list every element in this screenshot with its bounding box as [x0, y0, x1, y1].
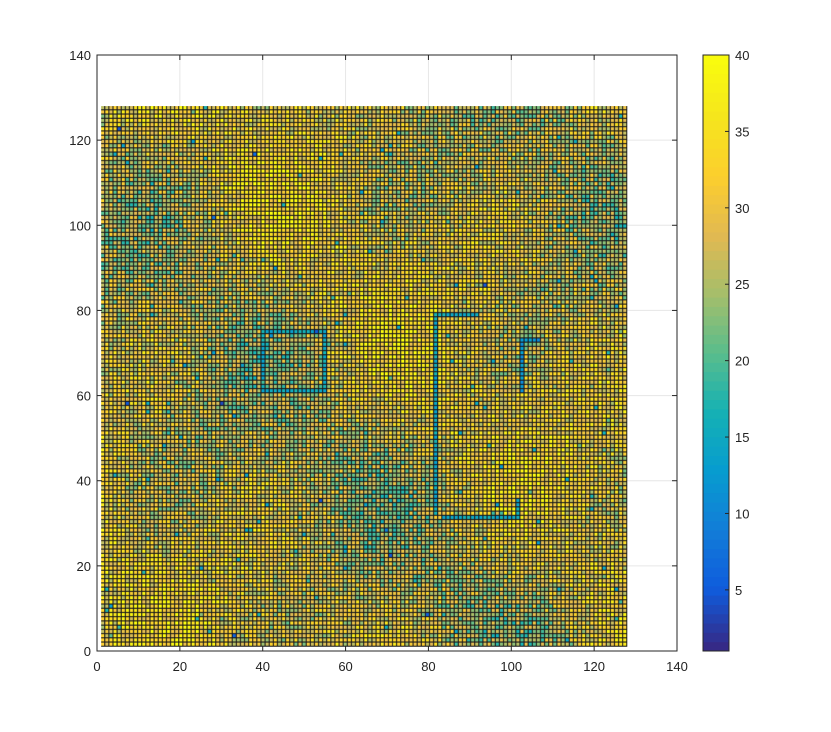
colorbar-segment	[703, 604, 729, 615]
colorbar-segment	[703, 325, 729, 335]
colorbar-segment	[703, 474, 729, 484]
x-tick-label: 0	[93, 659, 100, 674]
colorbar-segment	[703, 343, 729, 354]
colorbar-tick-label: 5	[735, 583, 742, 598]
colorbar-segment	[703, 259, 729, 270]
colorbar-tick-label: 15	[735, 430, 749, 445]
colorbar-segment	[703, 539, 729, 550]
colorbar-segment	[703, 241, 729, 252]
colorbar-segment	[703, 120, 729, 130]
y-tick-label: 0	[84, 644, 91, 659]
y-tick-label: 100	[69, 218, 91, 233]
colorbar-segment	[703, 287, 729, 298]
colorbar-segment	[703, 148, 729, 158]
colorbar-tick-label: 10	[735, 506, 749, 521]
colorbar-tick-label: 30	[735, 201, 749, 216]
colorbar-segment	[703, 334, 729, 345]
x-tick-label: 100	[500, 659, 522, 674]
y-tick-label: 80	[77, 303, 91, 318]
colorbar-tick-label: 20	[735, 354, 749, 369]
colorbar-segment	[703, 138, 729, 149]
colorbar-segment	[703, 390, 729, 401]
x-tick-label: 80	[421, 659, 435, 674]
colorbar-ticks: 5 10 15 20 25 30 35 40	[725, 48, 749, 598]
colorbar-segment	[703, 520, 729, 531]
x-tick-label: 140	[666, 659, 688, 674]
colorbar-segment	[703, 297, 729, 307]
colorbar-segment	[703, 157, 729, 168]
colorbar-segment	[703, 353, 729, 363]
x-axis-ticks: 0 20 40 60 80 100 120 140	[93, 55, 688, 674]
colorbar-segment	[703, 371, 729, 382]
y-tick-label: 60	[77, 389, 91, 404]
colorbar-segment	[703, 623, 729, 633]
colorbar-segment	[703, 176, 729, 186]
colorbar-segment	[703, 641, 729, 652]
colorbar-segment	[703, 399, 729, 410]
colorbar-segment	[703, 446, 729, 456]
colorbar-segment	[703, 380, 729, 391]
colorbar-segment	[703, 194, 729, 205]
colorbar-segment	[703, 418, 729, 428]
colorbar-segment	[703, 492, 729, 503]
colorbar-segment	[703, 502, 729, 512]
colorbar-segment	[703, 613, 729, 624]
colorbar-segment	[703, 427, 729, 438]
y-tick-label: 120	[69, 133, 91, 148]
x-tick-label: 40	[255, 659, 269, 674]
colorbar-tick-label: 25	[735, 277, 749, 292]
colorbar-segment	[703, 231, 729, 242]
colorbar-segment	[703, 55, 729, 65]
y-tick-label: 20	[77, 559, 91, 574]
colorbar-segment	[703, 576, 729, 587]
colorbar-segment	[703, 185, 729, 196]
colorbar-segment	[703, 73, 729, 84]
colorbar-segment	[703, 483, 729, 494]
colorbar-segment	[703, 213, 729, 224]
colorbar-segment	[703, 269, 729, 279]
colorbar-segment	[703, 557, 729, 568]
y-tick-label: 40	[77, 474, 91, 489]
colorbar-tick-label: 40	[735, 48, 749, 63]
colorbar-segment	[703, 455, 729, 466]
colorbar-segment	[703, 204, 729, 214]
y-axis-ticks: 0 20 40 60 80 100 120 140	[69, 48, 677, 659]
colorbar-segment	[703, 222, 729, 233]
heatmap-image	[101, 106, 628, 647]
axes-box	[96, 54, 678, 652]
colorbar-segment	[703, 529, 729, 540]
colorbar-segment	[703, 585, 729, 596]
colorbar-segment	[703, 511, 729, 522]
x-tick-label: 60	[338, 659, 352, 674]
colorbar-segment	[703, 166, 729, 177]
colorbar-tick-label: 35	[735, 124, 749, 139]
colorbar-segment	[703, 315, 729, 326]
x-tick-label: 20	[173, 659, 187, 674]
colorbar-segment	[703, 408, 729, 419]
x-tick-label: 120	[583, 659, 605, 674]
colorbar-segment	[703, 362, 729, 373]
y-tick-label: 140	[69, 48, 91, 63]
heatmap	[101, 106, 628, 647]
colorbar-segment	[703, 129, 729, 140]
colorbar-segment	[703, 64, 729, 75]
colorbar: 5 10 15 20 25 30 35 40	[702, 48, 749, 652]
colorbar-segment	[703, 110, 729, 121]
colorbar-segment	[703, 567, 729, 577]
colorbar-segment	[703, 464, 729, 475]
plot-area: 0 20 40 60 80 100 120 140 0 20 40 60 80 100 120 140	[69, 48, 688, 674]
colorbar-gradient	[703, 55, 729, 652]
colorbar-segment	[703, 250, 729, 261]
colorbar-box	[702, 54, 730, 652]
colorbar-segment	[703, 306, 729, 317]
colorbar-segment	[703, 595, 729, 605]
colorbar-segment	[703, 82, 729, 93]
colorbar-segment	[703, 278, 729, 289]
colorbar-segment	[703, 436, 729, 447]
colorbar-segment	[703, 548, 729, 559]
colorbar-segment	[703, 632, 729, 643]
colorbar-segment	[703, 101, 729, 112]
colorbar-segment	[703, 92, 729, 103]
